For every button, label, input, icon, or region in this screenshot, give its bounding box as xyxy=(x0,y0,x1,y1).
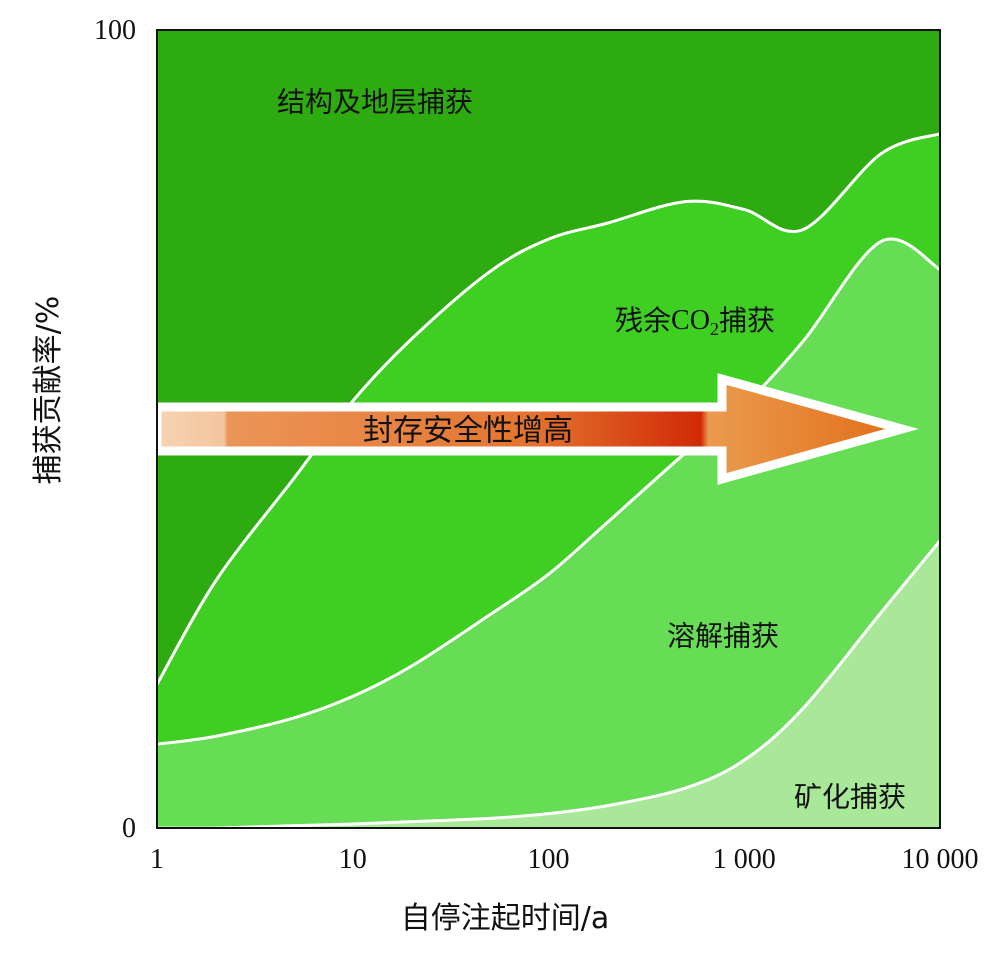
label-mineral-trapping: 矿化捕获 xyxy=(794,781,906,814)
y-tick-label: 100 xyxy=(94,15,136,46)
x-tick-label: 1 xyxy=(150,844,164,875)
x-tick-label: 10 000 xyxy=(902,844,979,875)
boundary-line xyxy=(155,132,941,686)
x-tick-label: 100 xyxy=(528,844,570,875)
x-tick-label: 10 xyxy=(339,844,367,875)
arrow-label: 封存安全性增高 xyxy=(363,414,573,449)
label-subscript: 2 xyxy=(710,319,719,339)
boundary-line xyxy=(156,237,941,746)
y-axis-label: 捕获贡献率/% xyxy=(31,296,66,485)
safety-arrow: 封存安全性增高 xyxy=(152,373,919,485)
plot-frame xyxy=(156,29,941,829)
label-formula: CO xyxy=(671,305,710,336)
arrow-shape xyxy=(152,373,919,485)
region-labels: 矿化捕获 溶解捕获 残余CO2捕获 结构及地层捕获 xyxy=(277,86,906,814)
area-structural-trapping xyxy=(157,30,940,685)
area-mineral-trapping xyxy=(157,540,940,829)
x-axis-label: 自停注起时间/a xyxy=(401,901,610,936)
x-tick-label: 1 000 xyxy=(713,844,776,875)
label-suffix: 捕获 xyxy=(719,304,775,337)
label-structural-trapping: 结构及地层捕获 xyxy=(277,86,473,119)
label-part: 残余 xyxy=(615,304,671,337)
label-dissolution-trapping: 溶解捕获 xyxy=(667,620,779,653)
y-tick-label: 0 xyxy=(122,813,136,844)
area-dissolution-trapping xyxy=(157,239,940,829)
area-boundaries xyxy=(155,132,942,830)
y-axis-ticks: 0 100 xyxy=(94,15,136,844)
label-residual-trapping: 残余CO2捕获 xyxy=(615,304,775,340)
boundary-line xyxy=(156,539,942,830)
x-axis-ticks: 1 10 100 1 000 10 000 xyxy=(150,844,979,875)
